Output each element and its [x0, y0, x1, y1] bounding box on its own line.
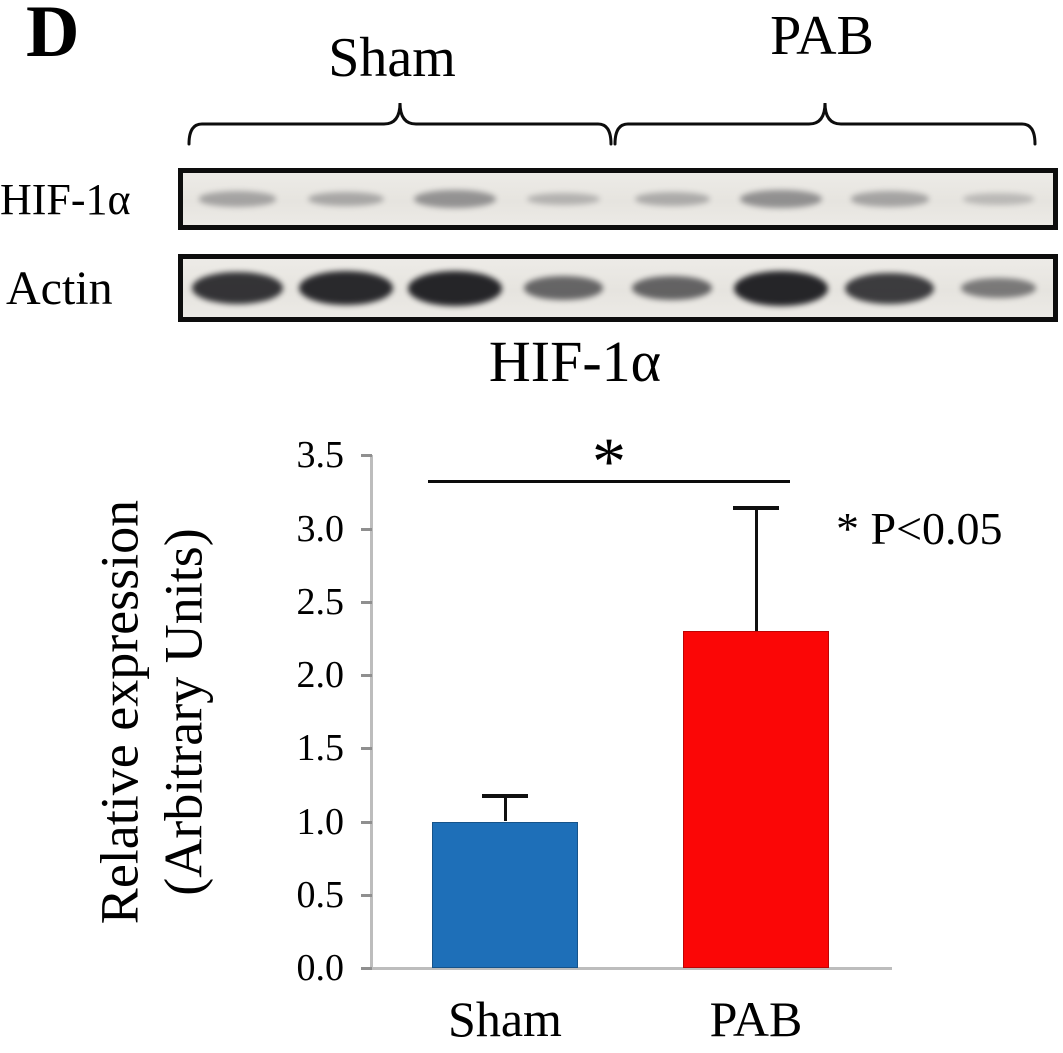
protein-band	[308, 191, 385, 207]
protein-band	[413, 190, 496, 208]
y-tick-mark	[361, 747, 372, 751]
x-label-pab: PAB	[709, 991, 803, 1047]
blot-lane	[618, 173, 727, 225]
blot-lane	[183, 259, 292, 317]
y-tick-label: 0.0	[296, 947, 345, 989]
protein-band	[632, 276, 713, 300]
pab-group-brace-icon	[613, 102, 1037, 146]
protein-band	[299, 270, 393, 306]
x-axis-line	[372, 967, 892, 970]
panel-label: D	[26, 0, 80, 73]
blot-row-label-actin: Actin	[6, 261, 113, 315]
protein-band	[962, 193, 1035, 205]
blot-lane	[727, 173, 836, 225]
protein-band	[733, 270, 829, 306]
protein-band	[191, 271, 283, 305]
blot-lane	[509, 259, 618, 317]
blot-lane	[509, 173, 618, 225]
blot-lane	[944, 259, 1053, 317]
group-label-sham: Sham	[328, 27, 456, 89]
y-tick-label: 2.0	[296, 654, 345, 696]
protein-band	[198, 191, 277, 207]
error-bar-sham	[503, 795, 507, 822]
y-tick-mark	[361, 600, 372, 604]
blot-lane	[292, 173, 401, 225]
protein-band	[845, 272, 935, 304]
pvalue-annotation: * P<0.05	[836, 503, 1003, 554]
significance-star: *	[592, 423, 626, 499]
y-tick-mark	[361, 820, 372, 824]
y-tick-mark	[361, 527, 372, 531]
chart-title: HIF-1α	[488, 329, 662, 394]
blot-lane	[292, 259, 401, 317]
protein-band	[739, 189, 823, 209]
x-label-sham: Sham	[448, 991, 562, 1047]
sham-group-brace-icon	[187, 102, 613, 146]
error-bar-cap	[482, 794, 528, 799]
y-tick-mark	[361, 454, 372, 458]
blot-lane	[727, 259, 836, 317]
protein-band	[961, 278, 1036, 298]
blot-lane	[944, 173, 1053, 225]
y-tick-label: 3.5	[296, 434, 345, 477]
blot-lane	[836, 259, 945, 317]
y-tick-mark	[361, 674, 372, 677]
y-tick-mark	[361, 893, 372, 897]
blot-row-label-hif1a: HIF-1α	[0, 174, 131, 224]
bar-sham	[432, 821, 578, 968]
y-tick-mark	[361, 967, 372, 970]
blot-lane	[401, 259, 510, 317]
blot-lane	[401, 173, 510, 225]
hif1a-blot-image	[178, 168, 1058, 230]
actin-blot-image	[178, 254, 1058, 322]
error-bar-pab	[754, 506, 758, 632]
blot-lane	[183, 173, 292, 225]
protein-band	[634, 192, 710, 206]
y-axis-line	[370, 455, 373, 968]
protein-band	[851, 191, 929, 207]
y-tick-label: 3.0	[296, 507, 345, 550]
blot-lane	[618, 259, 727, 317]
bar-pab	[683, 631, 829, 968]
protein-band	[523, 276, 604, 300]
error-bar-cap	[733, 505, 779, 510]
blot-lane	[836, 173, 945, 225]
group-label-pab: PAB	[770, 5, 874, 67]
y-tick-label: 2.5	[296, 580, 345, 623]
y-tick-label: 0.5	[296, 873, 345, 916]
y-tick-label: 1.5	[296, 727, 345, 770]
significance-bracket	[428, 480, 790, 483]
protein-band	[407, 270, 503, 306]
y-tick-label: 1.0	[296, 800, 345, 843]
protein-band	[527, 192, 601, 206]
